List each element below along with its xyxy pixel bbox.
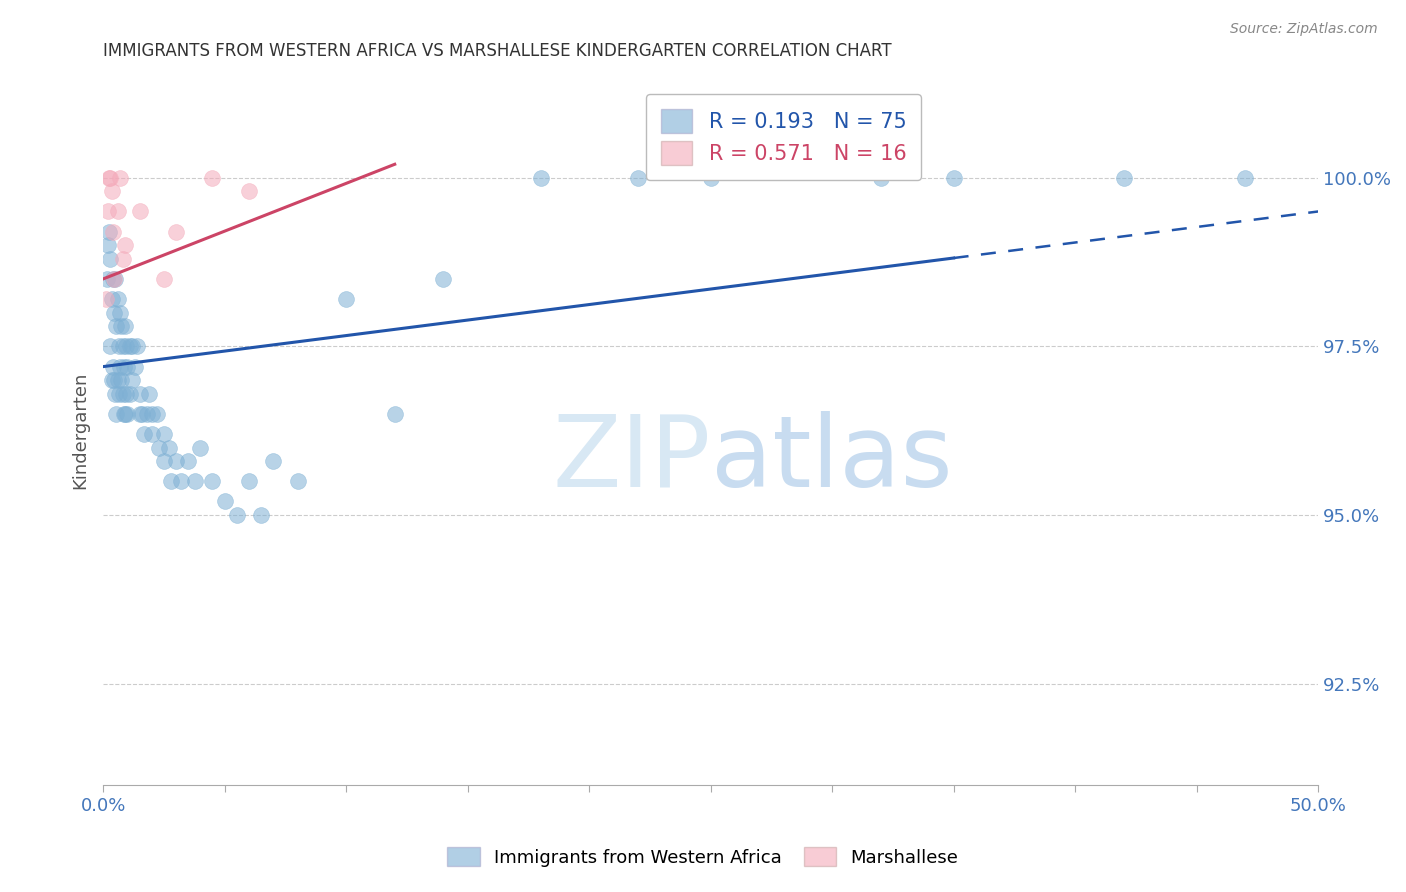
Point <box>157 441 180 455</box>
Point <box>153 427 176 442</box>
Point <box>238 475 260 489</box>
Point <box>114 238 136 252</box>
Point <box>101 272 124 286</box>
Point <box>869 170 891 185</box>
Point <box>117 407 139 421</box>
Point <box>103 306 125 320</box>
Point <box>100 252 122 266</box>
Point <box>112 407 135 421</box>
Point <box>97 204 120 219</box>
Point <box>148 441 170 455</box>
Point <box>115 339 138 353</box>
Text: Source: ZipAtlas.com: Source: ZipAtlas.com <box>1230 22 1378 37</box>
Point <box>134 427 156 442</box>
Point <box>103 373 125 387</box>
Point <box>138 386 160 401</box>
Point <box>287 475 309 489</box>
Point <box>201 475 224 489</box>
Point <box>384 407 406 421</box>
Point <box>135 407 157 421</box>
Point <box>110 319 132 334</box>
Point <box>128 386 150 401</box>
Point <box>104 386 127 401</box>
Point <box>107 373 129 387</box>
Point <box>214 494 236 508</box>
Point <box>94 292 117 306</box>
Point <box>114 407 136 421</box>
Point <box>103 272 125 286</box>
Point <box>153 272 176 286</box>
Point <box>1112 170 1135 185</box>
Point <box>115 386 138 401</box>
Point <box>107 292 129 306</box>
Point <box>141 427 163 442</box>
Point <box>118 339 141 353</box>
Y-axis label: Kindergarten: Kindergarten <box>72 372 89 490</box>
Text: ZIP: ZIP <box>553 410 710 508</box>
Point <box>100 339 122 353</box>
Point <box>160 475 183 489</box>
Point <box>105 319 128 334</box>
Point <box>108 359 131 374</box>
Point <box>127 339 149 353</box>
Point <box>699 170 721 185</box>
Point <box>111 386 134 401</box>
Point <box>114 319 136 334</box>
Point <box>188 441 211 455</box>
Point <box>165 225 187 239</box>
Point <box>170 475 193 489</box>
Point <box>128 407 150 421</box>
Legend: R = 0.193   N = 75, R = 0.571   N = 16: R = 0.193 N = 75, R = 0.571 N = 16 <box>647 94 921 179</box>
Point <box>335 292 357 306</box>
Point <box>108 339 131 353</box>
Point <box>110 373 132 387</box>
Point <box>97 238 120 252</box>
Point <box>101 225 124 239</box>
Point <box>627 170 650 185</box>
Point <box>165 454 187 468</box>
Point <box>101 359 124 374</box>
Point <box>225 508 247 522</box>
Point <box>1234 170 1257 185</box>
Point <box>111 252 134 266</box>
Point <box>96 272 118 286</box>
Point <box>250 508 273 522</box>
Point <box>111 339 134 353</box>
Point <box>131 407 153 421</box>
Point <box>432 272 454 286</box>
Point <box>124 359 146 374</box>
Point <box>529 170 551 185</box>
Point <box>121 373 143 387</box>
Text: IMMIGRANTS FROM WESTERN AFRICA VS MARSHALLESE KINDERGARTEN CORRELATION CHART: IMMIGRANTS FROM WESTERN AFRICA VS MARSHA… <box>103 42 891 60</box>
Point <box>112 359 135 374</box>
Point <box>118 386 141 401</box>
Point <box>98 225 121 239</box>
Point <box>108 170 131 185</box>
Point <box>105 407 128 421</box>
Legend: Immigrants from Western Africa, Marshallese: Immigrants from Western Africa, Marshall… <box>440 840 966 874</box>
Point <box>108 386 131 401</box>
Point <box>117 359 139 374</box>
Point <box>100 292 122 306</box>
Point <box>153 454 176 468</box>
Point <box>104 272 127 286</box>
Point <box>128 204 150 219</box>
Point <box>145 407 167 421</box>
Point <box>184 475 207 489</box>
Point <box>177 454 200 468</box>
Point <box>201 170 224 185</box>
Point <box>98 170 121 185</box>
Point <box>238 184 260 198</box>
Point <box>121 339 143 353</box>
Point <box>942 170 965 185</box>
Point <box>107 204 129 219</box>
Point <box>262 454 284 468</box>
Point <box>141 407 163 421</box>
Text: atlas: atlas <box>710 410 952 508</box>
Point <box>100 373 122 387</box>
Point <box>108 306 131 320</box>
Point <box>100 184 122 198</box>
Point <box>100 170 122 185</box>
